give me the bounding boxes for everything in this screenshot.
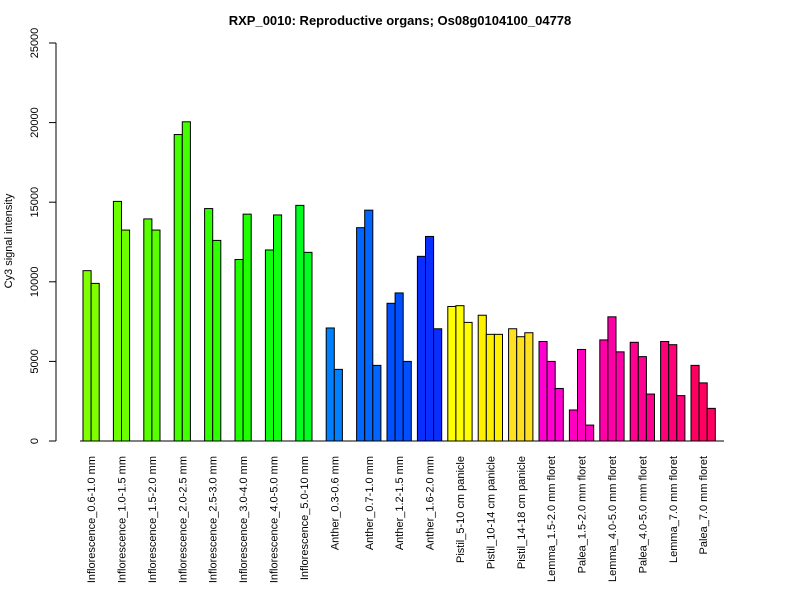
bar	[234, 259, 244, 442]
y-axis-label: Cy3 signal intensity	[3, 193, 15, 288]
y-axis: 0 5000 10000 15000 20000 25000	[29, 28, 57, 444]
bar	[82, 270, 92, 442]
bar	[425, 235, 435, 442]
category-label: Palea_7.0 mm floret	[698, 456, 710, 554]
category-label: Inflorescence_3.0-4.0 mm	[238, 456, 250, 583]
bar	[455, 305, 465, 442]
bar	[295, 204, 305, 442]
bar	[121, 229, 131, 442]
bar	[645, 393, 656, 442]
bar	[112, 200, 123, 442]
category-label: Palea_1.5-2.0 mm floret	[577, 456, 589, 573]
category-label: Inflorescence_5.0-10 mm	[299, 456, 311, 580]
bar	[356, 227, 366, 442]
category-label: Inflorescence_2.5-3.0 mm	[208, 456, 220, 583]
bar	[516, 336, 526, 442]
bar	[151, 229, 161, 442]
bar	[577, 348, 587, 442]
bar	[333, 368, 343, 442]
bar	[568, 409, 579, 442]
bar	[524, 332, 534, 442]
bar	[143, 218, 153, 442]
y-tick-label: 20000	[29, 107, 41, 138]
category-label: Inflorescence_4.0-5.0 mm	[269, 456, 281, 583]
category-label: Inflorescence_1.0-1.5 mm	[117, 456, 129, 583]
category-label: Lemma_1.5-2.0 mm floret	[546, 456, 558, 582]
bar	[629, 341, 639, 442]
bar	[477, 314, 487, 442]
category-labels: Inflorescence_0.6-1.0 mm Inflorescence_1.…	[86, 456, 710, 583]
bar	[273, 214, 283, 442]
bar	[508, 328, 518, 442]
category-label: Pistil_5-10 cm panicle	[455, 456, 467, 563]
bar	[554, 387, 564, 442]
bars	[82, 121, 716, 442]
category-label: Anther_0.7-1.0 mm	[364, 456, 376, 550]
bar	[607, 316, 617, 442]
bar	[181, 121, 191, 442]
bar	[416, 255, 426, 442]
bar	[463, 321, 473, 442]
category-label: Pistil_14-18 cm panicle	[516, 456, 528, 569]
y-tick-label: 5000	[29, 349, 41, 373]
category-label: Inflorescence_1.5-2.0 mm	[147, 456, 159, 583]
bar	[485, 333, 495, 442]
bar	[372, 364, 382, 442]
category-label: Anther_1.6-2.0 mm	[425, 456, 437, 550]
bar	[447, 305, 457, 442]
category-label: Lemma_4.0-5.0 mm floret	[607, 456, 619, 582]
bar	[493, 333, 503, 442]
bar	[698, 382, 708, 442]
bar	[676, 395, 686, 442]
bar	[212, 239, 222, 442]
y-tick-label: 25000	[29, 28, 41, 59]
bar	[660, 341, 670, 442]
bar	[386, 302, 396, 442]
bar	[706, 407, 716, 442]
bar	[364, 209, 374, 442]
bar	[538, 341, 548, 442]
category-label: Pistil_10-14 cm panicle	[485, 456, 497, 569]
category-label: Palea_4.0-5.0 mm floret	[637, 456, 649, 573]
category-label: Inflorescence_2.0-2.5 mm	[177, 456, 189, 583]
bar	[402, 360, 412, 442]
y-tick-label: 15000	[29, 187, 41, 218]
bar	[585, 424, 595, 442]
bar	[546, 360, 556, 442]
bar	[394, 292, 404, 442]
bar	[615, 351, 625, 442]
bar	[690, 364, 700, 442]
bar	[90, 282, 100, 442]
bar	[433, 328, 443, 442]
category-label: Lemma_7.0 mm floret	[668, 456, 680, 563]
chart-title: RXP_0010: Reproductive organs; Os08g0104…	[229, 13, 572, 28]
y-tick-label: 10000	[29, 267, 41, 298]
bar	[637, 356, 647, 442]
category-label: Anther_0.3-0.6 mm	[329, 456, 341, 550]
category-label: Inflorescence_0.6-1.0 mm	[86, 456, 98, 583]
bar	[173, 134, 183, 442]
y-tick-label: 0	[29, 438, 41, 444]
bar	[264, 249, 274, 442]
bar	[599, 339, 609, 442]
bar	[325, 327, 335, 442]
bar	[204, 208, 214, 442]
bar	[668, 344, 678, 442]
bar	[303, 251, 313, 442]
bar	[242, 213, 252, 442]
category-label: Anther_1.2-1.5 mm	[394, 456, 406, 550]
